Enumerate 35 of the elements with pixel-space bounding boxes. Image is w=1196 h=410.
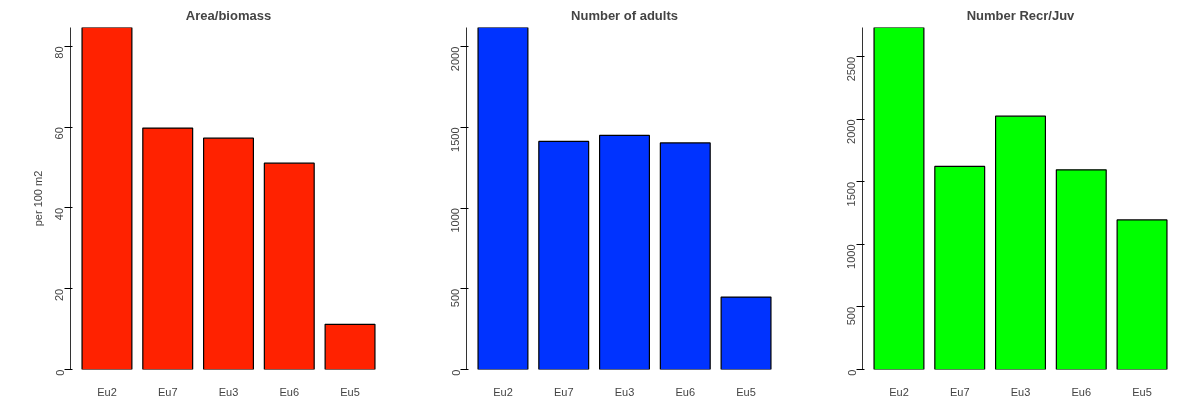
chart-title: Area/biomass xyxy=(185,7,272,23)
x-tick-label: Eu2 xyxy=(889,385,909,398)
y-tick-label: 500 xyxy=(449,288,462,308)
y-tick-label: 80 xyxy=(53,46,66,59)
y-tick-label: 20 xyxy=(53,288,66,301)
y-tick-label: 1500 xyxy=(845,181,858,207)
y-tick-label: 2000 xyxy=(449,46,462,72)
y-tick-label: 60 xyxy=(53,127,66,140)
y-tick-label: 2500 xyxy=(845,56,858,82)
x-tick-label: Eu7 xyxy=(553,385,574,398)
y-tick-label: 2000 xyxy=(845,119,858,144)
y-tick-label: 0 xyxy=(53,369,66,376)
x-tick-label: Eu7 xyxy=(157,385,178,398)
x-tick-label: Eu3 xyxy=(614,385,635,398)
x-tick-label: Eu6 xyxy=(1071,385,1092,398)
y-tick-label: 1500 xyxy=(449,127,462,152)
x-tick-label: Eu6 xyxy=(675,385,696,398)
x-tick-label: Eu3 xyxy=(218,385,239,398)
y-tick-label: 40 xyxy=(53,207,66,221)
y-tick-label: 1000 xyxy=(845,244,858,269)
chart-title: Number Recr/Juv xyxy=(966,7,1076,23)
x-tick-label: Eu5 xyxy=(340,385,360,398)
y-axis-title: per 100 m2 xyxy=(31,170,44,227)
y-tick-label: 500 xyxy=(845,306,858,326)
x-tick-label: Eu2 xyxy=(493,385,513,398)
y-tick-label: 0 xyxy=(449,369,462,376)
x-tick-label: Eu5 xyxy=(1132,385,1152,398)
y-tick-label: 0 xyxy=(845,369,858,376)
x-tick-label: Eu3 xyxy=(1010,385,1031,398)
x-tick-label: Eu5 xyxy=(736,385,756,398)
y-tick-label: 1000 xyxy=(449,208,462,233)
x-tick-label: Eu2 xyxy=(97,385,117,398)
chart-title: Number of adults xyxy=(571,7,678,23)
x-tick-label: Eu7 xyxy=(949,385,970,398)
x-tick-label: Eu6 xyxy=(279,385,300,398)
